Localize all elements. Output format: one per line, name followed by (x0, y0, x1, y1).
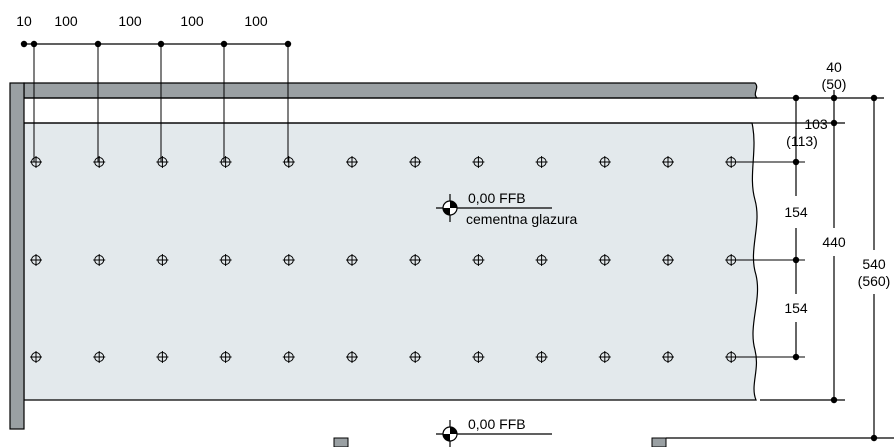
top-dimension-chain: 10 100 100 100 100 (16, 13, 292, 162)
dim-text-top-offset-alt: (50) (822, 76, 847, 92)
anchor-point (219, 254, 232, 266)
dim-dot (830, 94, 838, 102)
level-marker-quadrant-1 (450, 201, 457, 208)
anchor-point (30, 156, 42, 168)
dim-dot (830, 119, 838, 127)
anchor-point (535, 254, 548, 266)
anchor-point (219, 351, 232, 363)
top-dim-label: 100 (244, 13, 268, 29)
top-dim-dot (20, 40, 28, 48)
anchor-point (662, 156, 674, 168)
anchor-point (156, 156, 169, 168)
top-dim-label: 10 (16, 13, 32, 29)
level-marker-quadrant-2 (443, 434, 450, 441)
slab-panel (23, 122, 759, 401)
right-dimension-lines: 40 (50) 103 (113) 154 154 440 540 (560) (730, 59, 891, 442)
dim-dot (792, 353, 800, 361)
anchor-point (30, 254, 42, 266)
bottom-post-right (651, 437, 667, 447)
anchor-point (472, 351, 485, 363)
anchor-point (219, 156, 232, 168)
dim-dot (792, 256, 800, 264)
level-marker-lower: 0,00 FFB (436, 416, 552, 447)
anchor-point (598, 254, 611, 266)
dim-text-inner-height: 440 (822, 234, 846, 250)
anchor-point (93, 351, 106, 363)
anchor-point (93, 156, 106, 168)
dim-text-upper-gap: 103 (804, 116, 828, 132)
dim-text-spacing-1: 154 (784, 204, 808, 220)
anchor-point (346, 254, 358, 266)
anchor-grid (30, 156, 738, 363)
dim-dot (870, 434, 878, 442)
anchor-point (598, 351, 611, 363)
dim-text-total-height-alt: (560) (858, 273, 891, 289)
dim-text-top-offset: 40 (826, 59, 842, 75)
top-screed-strip (23, 82, 759, 99)
anchor-point (282, 156, 295, 168)
top-dim-label: 100 (180, 13, 204, 29)
anchor-point (409, 254, 422, 266)
dim-text-spacing-2: 154 (784, 300, 808, 316)
anchor-point (282, 351, 295, 363)
bottom-post-left (333, 437, 349, 447)
anchor-point (472, 254, 485, 266)
anchor-point (346, 351, 358, 363)
anchor-point (409, 156, 422, 168)
dim-dot (792, 158, 800, 166)
dim-dot (830, 396, 838, 404)
level-sublabel-upper: cementna glazura (466, 211, 578, 227)
anchor-point (156, 351, 169, 363)
anchor-point (282, 254, 295, 266)
anchor-point (662, 254, 674, 266)
level-marker-quadrant-2 (443, 208, 450, 215)
level-marker-quadrant-1 (450, 427, 457, 434)
anchor-point (535, 351, 548, 363)
anchor-point (93, 254, 106, 266)
anchor-point (156, 254, 169, 266)
level-label-upper: 0,00 FFB (468, 190, 526, 206)
anchor-point (535, 156, 548, 168)
anchor-point (598, 156, 611, 168)
dim-text-total-height: 540 (862, 256, 886, 272)
anchor-point (409, 351, 422, 363)
anchor-point (662, 351, 674, 363)
dim-dot (870, 94, 878, 102)
dim-dot (792, 94, 800, 102)
anchor-point (472, 156, 485, 168)
top-dim-label: 100 (54, 13, 78, 29)
anchor-point (30, 351, 42, 363)
anchor-point (346, 156, 358, 168)
level-marker-upper: 0,00 FFB cementna glazura (436, 190, 578, 227)
top-dim-label: 100 (118, 13, 142, 29)
dim-text-upper-gap-alt: (113) (786, 133, 818, 149)
left-wall (9, 82, 25, 430)
level-label-lower: 0,00 FFB (468, 416, 526, 432)
